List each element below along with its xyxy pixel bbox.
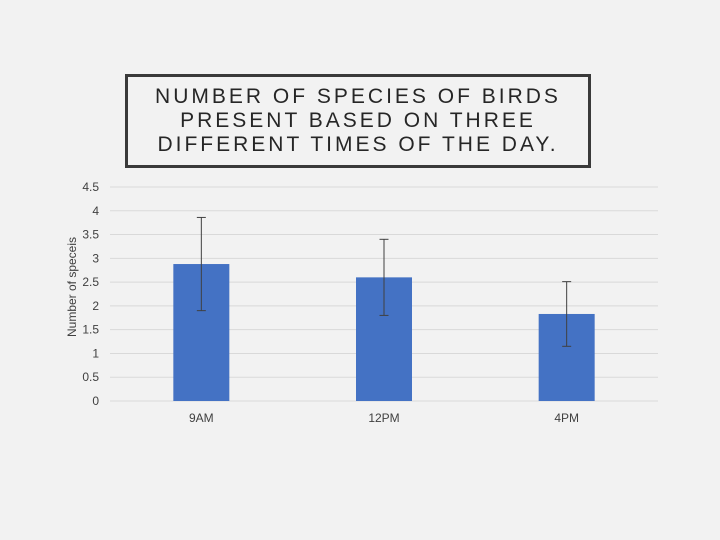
x-axis-tick-labels: 9AM 12PM 4PM (189, 411, 579, 425)
chart-title: NUMBER OF SPECIES OF BIRDS PRESENT BASED… (155, 85, 561, 156)
x-tick-label: 12PM (368, 411, 399, 425)
y-tick-label: 2.5 (82, 275, 99, 289)
y-tick-label: 2 (92, 299, 99, 313)
y-tick-label: 0 (92, 394, 99, 408)
y-tick-label: 3 (92, 251, 99, 265)
error-bar-9am (196, 216, 206, 312)
y-tick-label: 4.5 (82, 180, 99, 194)
y-tick-label: 1 (92, 346, 99, 360)
y-tick-label: 1.5 (82, 323, 99, 337)
chart-title-box: NUMBER OF SPECIES OF BIRDS PRESENT BASED… (125, 74, 591, 168)
y-tick-label: 0.5 (82, 370, 99, 384)
y-tick-label: 4 (92, 204, 99, 218)
y-tick-label: 3.5 (82, 228, 99, 242)
error-bars (196, 216, 572, 347)
y-axis-tick-labels: 0 0.5 1 1.5 2 2.5 3 3.5 4 4.5 (82, 180, 99, 408)
x-tick-label: 9AM (189, 411, 214, 425)
x-tick-label: 4PM (554, 411, 579, 425)
bars (173, 264, 595, 401)
error-bar-4pm (562, 281, 572, 347)
error-bar-12pm (379, 238, 389, 316)
y-axis-title: Number of speceis (65, 237, 79, 337)
